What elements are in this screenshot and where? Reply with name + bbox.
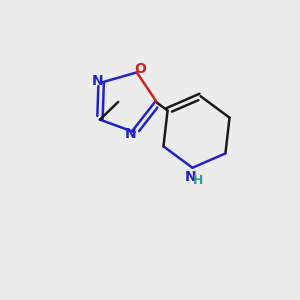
Text: O: O: [134, 62, 146, 76]
Text: N: N: [124, 127, 136, 141]
Text: N: N: [185, 170, 197, 184]
Text: N: N: [92, 74, 103, 88]
Text: H: H: [193, 174, 203, 187]
